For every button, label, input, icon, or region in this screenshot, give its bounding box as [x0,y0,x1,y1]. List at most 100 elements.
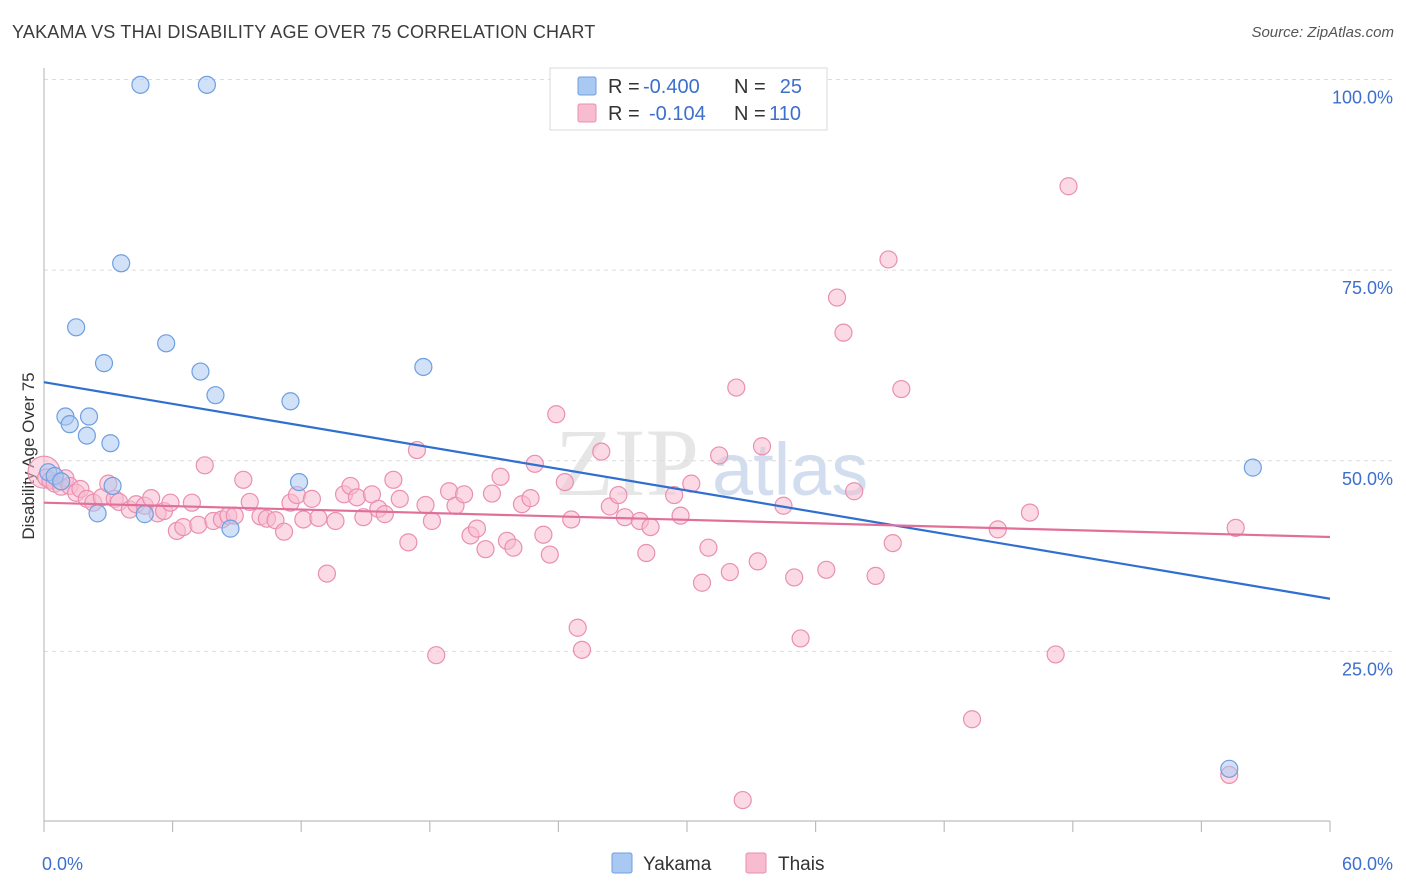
point-thais-32 [240,492,259,512]
point-thais-23 [174,517,193,537]
y-tick-labels: 100.0% 75.0% 50.0% 25.0% [1332,88,1393,680]
point-thais-75 [562,510,581,529]
point-thais-90 [710,446,729,465]
gridlines [44,79,1392,652]
point-thais-60 [454,485,474,504]
legend-swatch-yakama [577,76,597,96]
point-thais-71 [534,525,553,544]
point-thais-93 [733,790,752,810]
point-thais-31 [234,470,253,489]
point-thais-88 [692,573,712,592]
point-thais-89 [699,538,718,557]
point-thais-63 [476,540,495,559]
point-thais-100 [827,288,847,307]
point-thais-104 [879,250,898,269]
point-thais-97 [785,568,804,587]
point-thais-36 [274,522,294,541]
point-thais-109 [1020,503,1040,522]
point-yakama-23 [1243,458,1262,477]
x-tick-label-max: 60.0% [1342,854,1393,874]
point-thais-42 [317,564,337,583]
point-thais-78 [592,442,611,461]
point-yakama-22 [414,357,433,377]
point-yakama-2 [52,472,71,491]
x-ticks [43,821,1331,832]
point-thais-52 [390,489,409,508]
point-yakama-19 [221,519,240,538]
point-thais-39 [294,510,313,529]
trend-line-thais [43,501,1331,539]
source-label: Source: ZipAtlas.com [1251,24,1394,41]
point-yakama-9 [94,354,114,373]
point-thais-72 [540,545,559,564]
point-yakama-5 [67,318,86,337]
point-yakama-14 [135,505,154,524]
point-thais-76 [568,618,587,637]
point-thais-26 [195,456,214,475]
point-thais-67 [504,538,523,557]
point-thais-50 [375,505,394,524]
bottom-legend-swatch-thais [745,852,767,874]
point-thais-95 [752,437,772,456]
point-thais-106 [892,379,911,399]
y-tick-label-25: 25.0% [1342,659,1393,679]
point-thais-53 [399,533,418,552]
point-yakama-18 [206,386,225,405]
point-thais-84 [641,517,660,537]
point-thais-94 [748,552,767,571]
point-yakama-20 [281,392,300,411]
bottom-legend-label-yakama: Yakama [643,854,712,875]
legend-n-label-yakama: N = [734,76,766,98]
legend-n-value-thais: 110 [769,103,801,125]
point-thais-69 [521,489,540,508]
point-thais-107 [962,710,982,729]
bottom-legend-swatch-yakama [611,852,633,874]
point-thais-43 [326,511,345,531]
point-yakama-8 [88,504,107,523]
point-thais-65 [491,467,510,486]
point-thais-110 [1046,645,1065,664]
point-thais-112 [1226,518,1245,537]
point-thais-47 [354,508,373,527]
point-thais-92 [727,378,746,397]
point-thais-85 [665,485,684,505]
point-yakama-12 [112,254,131,273]
point-yakama-4 [60,415,79,434]
point-thais-91 [720,562,739,582]
legend-n-label-thais: N = [734,103,766,125]
point-thais-73 [547,405,566,424]
point-thais-111 [1059,177,1078,196]
watermark-atlas: atlas [712,428,868,511]
point-yakama-21 [289,473,309,492]
point-thais-24 [182,493,201,512]
series-legend: Yakama Thais [611,852,824,875]
point-thais-102 [845,482,864,501]
series-thais-points [27,177,1245,810]
point-thais-64 [482,484,502,503]
point-thais-46 [347,488,367,507]
point-thais-98 [791,629,810,648]
point-thais-56 [422,511,442,531]
point-thais-74 [555,473,574,492]
point-thais-83 [637,543,656,563]
point-thais-51 [384,470,403,489]
correlation-legend: R = -0.400 N = 25 R = -0.104 N = 110 [549,67,828,131]
trend-lines [43,381,1331,600]
point-thais-41 [309,508,328,528]
y-tick-label-50: 50.0% [1342,469,1393,489]
point-yakama-15 [157,334,176,353]
point-yakama-6 [79,407,99,426]
point-thais-57 [427,646,446,665]
point-yakama-16 [191,362,210,381]
bottom-legend-label-thais: Thais [778,854,824,875]
point-thais-80 [609,485,628,505]
y-axis-title: Disability Age Over 75 [19,372,38,539]
legend-swatch-thais [577,103,597,123]
point-thais-62 [467,519,487,538]
point-thais-18 [142,489,161,508]
legend-r-value-thais: -0.104 [649,103,706,125]
point-yakama-13 [131,75,150,94]
y-tick-label-75: 75.0% [1342,278,1393,298]
point-thais-21 [161,493,180,512]
